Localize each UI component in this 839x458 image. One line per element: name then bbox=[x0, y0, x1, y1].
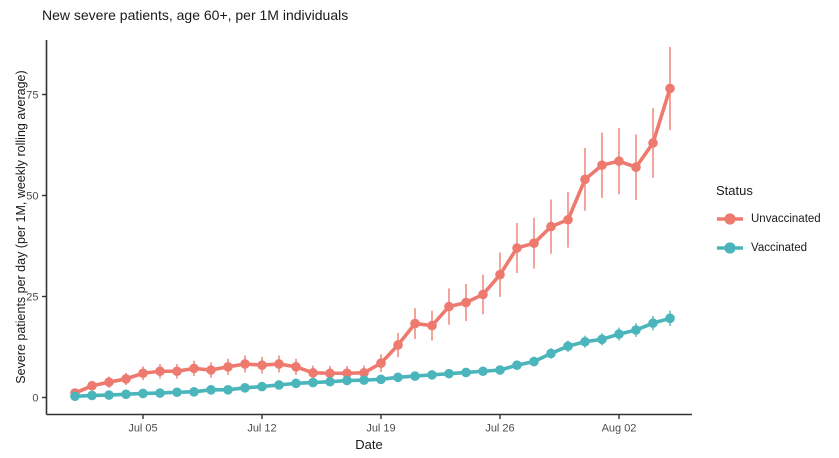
data-point-vaccinated bbox=[325, 376, 335, 387]
data-point-vaccinated bbox=[512, 360, 522, 370]
data-point-vaccinated bbox=[631, 325, 641, 335]
data-point-vaccinated bbox=[206, 385, 216, 395]
data-point-unvaccinated bbox=[223, 361, 233, 372]
data-point-vaccinated bbox=[410, 371, 420, 381]
data-point-unvaccinated bbox=[308, 368, 318, 378]
data-point-unvaccinated bbox=[665, 83, 675, 94]
data-point-vaccinated bbox=[393, 372, 403, 383]
y-tick-label: 25 bbox=[26, 292, 38, 304]
data-point-vaccinated bbox=[648, 318, 658, 328]
data-point-unvaccinated bbox=[478, 289, 488, 300]
data-point-unvaccinated bbox=[172, 366, 182, 377]
y-tick-label: 50 bbox=[26, 191, 38, 203]
series-line-vaccinated bbox=[73, 316, 672, 399]
data-point-unvaccinated bbox=[427, 320, 437, 331]
data-point-unvaccinated bbox=[631, 162, 641, 173]
data-point-vaccinated bbox=[427, 370, 437, 380]
data-point-unvaccinated bbox=[614, 156, 624, 166]
data-point-vaccinated bbox=[495, 365, 505, 375]
data-point-unvaccinated bbox=[563, 214, 573, 225]
legend-item-unvaccinated: Unvaccinated bbox=[716, 209, 821, 229]
data-point-vaccinated bbox=[172, 387, 182, 398]
data-point-unvaccinated bbox=[648, 138, 658, 148]
data-point-unvaccinated bbox=[512, 243, 522, 253]
legend-label-unvaccinated: Unvaccinated bbox=[751, 213, 821, 225]
data-point-unvaccinated bbox=[393, 340, 403, 350]
data-point-vaccinated bbox=[546, 348, 556, 359]
data-point-vaccinated bbox=[240, 383, 250, 393]
data-point-vaccinated bbox=[342, 375, 352, 386]
data-point-vaccinated bbox=[155, 388, 165, 398]
x-axis-label: Date bbox=[355, 437, 383, 452]
x-tick-label: Jul 19 bbox=[366, 423, 395, 435]
data-point-vaccinated bbox=[563, 341, 573, 351]
data-point-unvaccinated bbox=[410, 318, 420, 329]
data-point-unvaccinated bbox=[240, 359, 250, 369]
data-point-unvaccinated bbox=[359, 368, 369, 378]
legend: Status Unvaccinated Vaccinated bbox=[716, 183, 821, 267]
data-point-vaccinated bbox=[614, 329, 624, 339]
y-tick-label: 75 bbox=[26, 90, 38, 102]
data-point-unvaccinated bbox=[342, 368, 352, 379]
data-point-unvaccinated bbox=[121, 374, 131, 384]
x-tick-label: Jul 05 bbox=[128, 423, 157, 435]
x-tick-label: Jul 12 bbox=[247, 423, 276, 435]
data-point-unvaccinated bbox=[87, 380, 97, 391]
data-point-unvaccinated bbox=[580, 174, 590, 185]
y-tick-label: 0 bbox=[32, 393, 38, 405]
data-point-vaccinated bbox=[291, 378, 301, 389]
series-line-unvaccinated bbox=[73, 86, 672, 395]
data-point-unvaccinated bbox=[444, 301, 454, 312]
chart-title: New severe patients, age 60+, per 1M ind… bbox=[42, 7, 349, 23]
data-point-unvaccinated bbox=[274, 359, 284, 369]
data-point-unvaccinated bbox=[325, 368, 335, 379]
data-point-vaccinated bbox=[461, 367, 471, 378]
x-tick-label: Aug 02 bbox=[602, 423, 637, 435]
data-point-unvaccinated bbox=[155, 366, 165, 377]
data-point-unvaccinated bbox=[461, 297, 471, 308]
legend-item-vaccinated: Vaccinated bbox=[716, 238, 821, 258]
data-point-vaccinated bbox=[444, 368, 454, 379]
data-point-vaccinated bbox=[138, 388, 148, 399]
data-point-vaccinated bbox=[308, 377, 318, 388]
data-point-unvaccinated bbox=[597, 160, 607, 170]
data-point-unvaccinated bbox=[257, 360, 267, 370]
data-point-vaccinated bbox=[70, 391, 80, 402]
data-point-vaccinated bbox=[529, 356, 539, 367]
data-point-unvaccinated bbox=[206, 365, 216, 375]
data-point-vaccinated bbox=[665, 313, 675, 324]
data-point-vaccinated bbox=[87, 390, 97, 401]
data-point-vaccinated bbox=[376, 374, 386, 385]
data-point-vaccinated bbox=[580, 336, 590, 347]
data-point-unvaccinated bbox=[291, 361, 301, 372]
data-point-vaccinated bbox=[104, 390, 114, 400]
legend-title: Status bbox=[716, 183, 753, 198]
data-point-vaccinated bbox=[478, 366, 488, 377]
data-point-vaccinated bbox=[189, 387, 199, 397]
data-point-unvaccinated bbox=[189, 363, 199, 374]
unvaccinated-key-icon bbox=[717, 213, 743, 225]
x-tick-label: Jul 26 bbox=[485, 423, 514, 435]
data-point-vaccinated bbox=[597, 334, 607, 345]
data-point-unvaccinated bbox=[138, 368, 148, 379]
data-point-vaccinated bbox=[274, 380, 284, 390]
vaccinated-key-icon bbox=[717, 242, 743, 254]
legend-label-vaccinated: Vaccinated bbox=[751, 242, 808, 254]
data-point-unvaccinated bbox=[495, 269, 505, 280]
data-point-unvaccinated bbox=[546, 221, 556, 232]
data-point-vaccinated bbox=[223, 385, 233, 395]
data-point-vaccinated bbox=[257, 381, 267, 392]
data-point-unvaccinated bbox=[376, 358, 386, 368]
data-point-vaccinated bbox=[359, 375, 369, 385]
data-point-unvaccinated bbox=[529, 238, 539, 248]
data-point-unvaccinated bbox=[104, 377, 114, 387]
data-point-vaccinated bbox=[121, 389, 131, 400]
